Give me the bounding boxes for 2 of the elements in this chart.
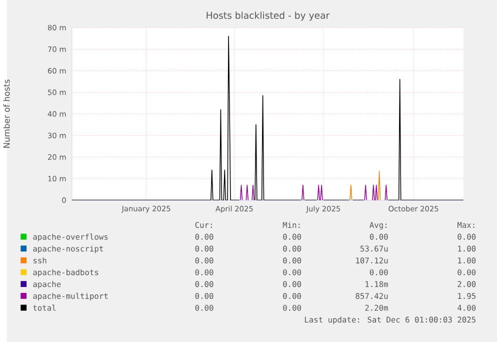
chart-title: Hosts blacklisted - by year xyxy=(206,12,330,21)
y-axis-title: Number of hosts xyxy=(3,80,10,148)
